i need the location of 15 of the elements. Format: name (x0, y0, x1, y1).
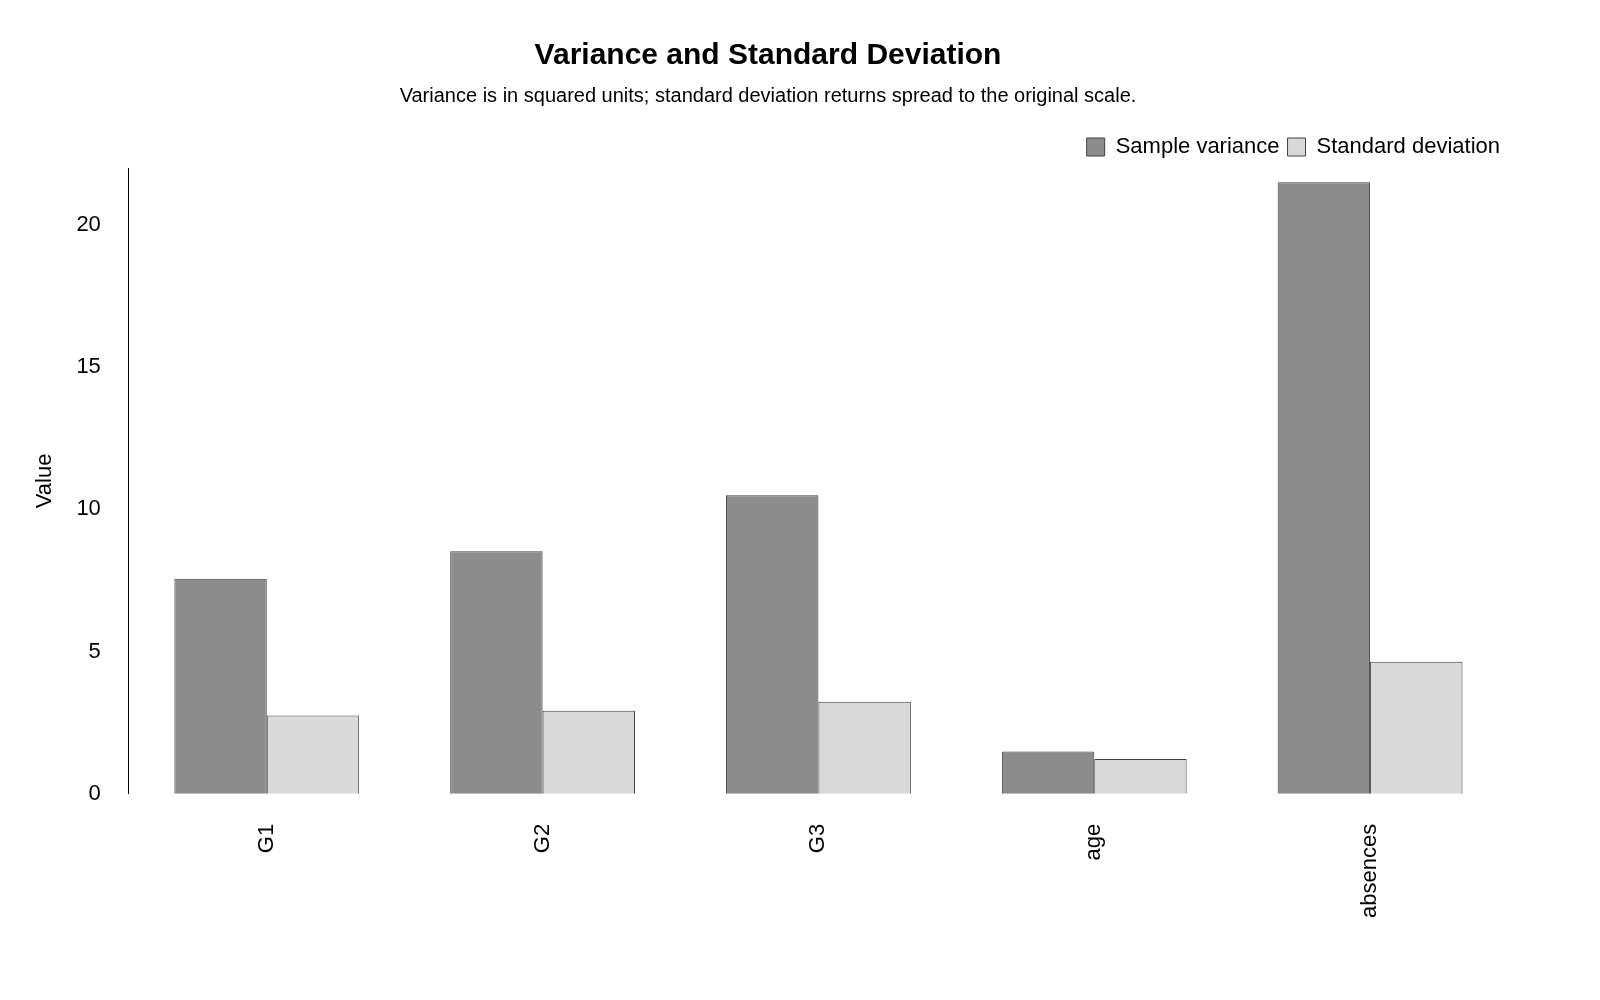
legend-label: Sample variance (1115, 133, 1280, 159)
y-tick-label: 5 (88, 637, 101, 663)
y-tick-label: 0 (88, 779, 101, 805)
legend-label: Standard deviation (1316, 133, 1500, 159)
x-tick-label: G3 (804, 823, 830, 854)
x-tick-label: G1 (252, 823, 278, 854)
chart-subtitle: Variance is in squared units; standard deviation returns spread to the original scale. (399, 83, 1137, 106)
x-tick-label: G2 (528, 823, 554, 854)
x-tick-label: absences (1356, 823, 1382, 919)
chart-title: Variance and Standard Deviation (534, 37, 1002, 71)
x-tick-label: age (1080, 823, 1106, 861)
y-tick-label: 20 (76, 210, 101, 236)
y-axis-title: Value (31, 453, 57, 509)
y-tick-label: 15 (76, 353, 101, 379)
y-tick-label: 10 (76, 495, 101, 521)
